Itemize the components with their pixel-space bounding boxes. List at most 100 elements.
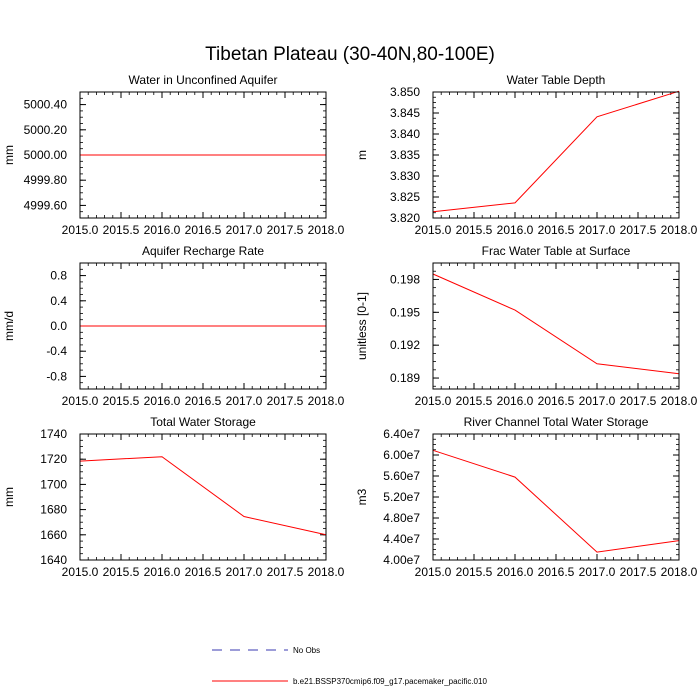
y-tick-label: 0.4 bbox=[50, 294, 67, 308]
y-tick-label: 5.60e7 bbox=[383, 469, 420, 483]
x-tick-label: 2015.0 bbox=[62, 394, 99, 408]
legend-label-model: b.e21.BSSP370cmip6.f09_g17.pacemaker_pac… bbox=[293, 677, 487, 686]
y-tick-label: 3.845 bbox=[390, 106, 420, 120]
y-axis-label: mm/d bbox=[2, 311, 16, 341]
x-tick-label: 2017.0 bbox=[226, 565, 263, 579]
x-tick-label: 2015.0 bbox=[415, 565, 452, 579]
y-axis-label: m3 bbox=[355, 488, 369, 505]
y-tick-label: -0.4 bbox=[46, 344, 67, 358]
figure-title: Tibetan Plateau (30-40N,80-100E) bbox=[205, 44, 495, 65]
panels-group: Water in Unconfined Aquifer mm 2015.0 2015.… bbox=[2, 73, 698, 579]
y-tick-label: 5.20e7 bbox=[383, 490, 420, 504]
x-tick-label: 2017.5 bbox=[620, 394, 657, 408]
x-tick-label: 2016.0 bbox=[144, 565, 181, 579]
y-tick-label: 1720 bbox=[40, 452, 67, 466]
x-tick-label: 2016.5 bbox=[185, 565, 222, 579]
y-tick-label: -0.8 bbox=[46, 369, 67, 383]
x-tick-label: 2017.0 bbox=[226, 223, 263, 237]
panel-title: Frac Water Table at Surface bbox=[482, 244, 631, 258]
y-tick-label: 1680 bbox=[40, 503, 67, 517]
chart-panel: Frac Water Table at Surface unitless [0-1… bbox=[355, 244, 698, 408]
x-tick-label: 2015.5 bbox=[456, 394, 493, 408]
plot-frame bbox=[432, 91, 680, 219]
chart-panel: River Channel Total Water Storage m3 2015.… bbox=[355, 415, 698, 579]
y-tick-label: 5000.40 bbox=[24, 98, 68, 112]
x-tick-label: 2016.5 bbox=[538, 565, 575, 579]
y-tick-label: 4999.60 bbox=[24, 198, 68, 212]
panel-title: Aquifer Recharge Rate bbox=[142, 244, 264, 258]
x-tick-label: 2016.5 bbox=[538, 394, 575, 408]
x-tick-label: 2016.5 bbox=[185, 394, 222, 408]
y-axis-label: mm bbox=[2, 145, 16, 165]
y-tick-label: 5000.00 bbox=[24, 148, 68, 162]
y-axis-label: m bbox=[355, 150, 369, 160]
x-tick-label: 2018.0 bbox=[308, 565, 345, 579]
plot-frame bbox=[79, 91, 327, 219]
y-tick-label: 0.0 bbox=[50, 319, 67, 333]
x-tick-label: 2015.0 bbox=[415, 394, 452, 408]
x-tick-label: 2015.0 bbox=[415, 223, 452, 237]
x-tick-label: 2016.5 bbox=[538, 223, 575, 237]
y-axis-label: unitless [0-1] bbox=[355, 292, 369, 360]
y-tick-label: 3.830 bbox=[390, 169, 420, 183]
y-tick-label: 0.8 bbox=[50, 269, 67, 283]
y-tick-label: 3.850 bbox=[390, 85, 420, 99]
series-line bbox=[432, 90, 680, 213]
x-tick-label: 2016.5 bbox=[185, 223, 222, 237]
x-tick-label: 2017.5 bbox=[620, 565, 657, 579]
y-tick-label: 4.40e7 bbox=[383, 532, 420, 546]
y-tick-label: 4.80e7 bbox=[383, 511, 420, 525]
x-tick-label: 2015.0 bbox=[62, 223, 99, 237]
y-tick-label: 0.189 bbox=[390, 371, 420, 385]
chart-panel: Water in Unconfined Aquifer mm 2015.0 2015.… bbox=[2, 73, 345, 237]
x-tick-label: 2018.0 bbox=[661, 394, 698, 408]
x-tick-label: 2015.5 bbox=[456, 223, 493, 237]
x-tick-label: 2017.5 bbox=[620, 223, 657, 237]
y-tick-label: 3.820 bbox=[390, 211, 420, 225]
y-tick-label: 1700 bbox=[40, 477, 67, 491]
x-tick-label: 2017.0 bbox=[226, 394, 263, 408]
panel-title: Water in Unconfined Aquifer bbox=[129, 73, 278, 87]
x-tick-label: 2017.5 bbox=[267, 223, 304, 237]
chart-panel: Water Table Depth m 2015.0 2015.5 2016.0 2016… bbox=[355, 73, 698, 237]
x-tick-label: 2016.0 bbox=[144, 394, 181, 408]
chart-panel: Aquifer Recharge Rate mm/d 2015.0 2015.5 201… bbox=[2, 244, 345, 408]
y-tick-label: 5000.20 bbox=[24, 123, 68, 137]
x-tick-label: 2016.0 bbox=[497, 394, 534, 408]
y-tick-label: 6.40e7 bbox=[383, 427, 420, 441]
series-line bbox=[432, 449, 680, 553]
x-tick-label: 2017.0 bbox=[579, 394, 616, 408]
y-tick-label: 3.840 bbox=[390, 127, 420, 141]
panel-title: Water Table Depth bbox=[507, 73, 606, 87]
plot-frame bbox=[432, 262, 680, 390]
legend-label-no-obs: No Obs bbox=[293, 646, 320, 655]
y-tick-label: 6.00e7 bbox=[383, 448, 420, 462]
plot-frame bbox=[79, 262, 327, 390]
x-tick-label: 2016.0 bbox=[144, 223, 181, 237]
x-tick-label: 2016.0 bbox=[497, 565, 534, 579]
chart-panel: Total Water Storage mm 2015.0 2015.5 2016.0 2… bbox=[2, 415, 345, 579]
x-tick-label: 2017.5 bbox=[267, 394, 304, 408]
y-tick-label: 1660 bbox=[40, 528, 67, 542]
x-tick-label: 2015.5 bbox=[456, 565, 493, 579]
y-tick-label: 0.198 bbox=[390, 272, 420, 286]
x-tick-label: 2018.0 bbox=[661, 223, 698, 237]
x-tick-label: 2017.0 bbox=[579, 223, 616, 237]
x-tick-label: 2018.0 bbox=[308, 223, 345, 237]
x-tick-label: 2018.0 bbox=[661, 565, 698, 579]
plot-frame bbox=[432, 433, 680, 561]
y-axis-label: mm bbox=[2, 487, 16, 507]
y-tick-label: 4999.80 bbox=[24, 173, 68, 187]
legend: No Obs b.e21.BSSP370cmip6.f09_g17.pacema… bbox=[212, 646, 487, 686]
series-line bbox=[432, 273, 680, 375]
panel-title: Total Water Storage bbox=[150, 415, 256, 429]
x-tick-label: 2015.5 bbox=[103, 223, 140, 237]
series-line bbox=[79, 456, 327, 536]
y-tick-label: 3.835 bbox=[390, 148, 420, 162]
x-tick-label: 2017.0 bbox=[579, 565, 616, 579]
x-tick-label: 2017.5 bbox=[267, 565, 304, 579]
y-tick-label: 3.825 bbox=[390, 190, 420, 204]
x-tick-label: 2015.5 bbox=[103, 394, 140, 408]
y-tick-label: 0.195 bbox=[390, 305, 420, 319]
